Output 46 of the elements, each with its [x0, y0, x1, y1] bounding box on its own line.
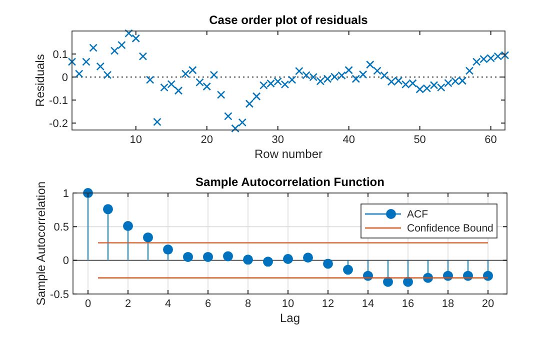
x-axis-title: Row number	[254, 147, 323, 161]
y-tick-label: 0.1	[52, 48, 68, 61]
x-axis-title: Lag	[280, 311, 300, 325]
point	[203, 252, 213, 262]
point	[123, 220, 133, 231]
legend-label: Confidence Bound	[407, 222, 494, 235]
x-tick-label: 60	[484, 134, 497, 146]
point	[323, 258, 333, 269]
y-tick-label: -0.5	[50, 288, 69, 301]
y-tick-label: 0.5	[54, 222, 69, 234]
point	[143, 232, 153, 242]
point	[223, 251, 233, 262]
y-tick-label: 0	[62, 72, 68, 84]
point	[183, 252, 193, 262]
x-tick-label: 4	[164, 298, 172, 310]
x-tick-label: 2	[124, 298, 132, 310]
chart-title: Sample Autocorrelation Function	[196, 175, 384, 189]
x-tick-label: 20	[482, 298, 494, 310]
y-axis-title: Residuals	[33, 54, 47, 107]
point	[283, 254, 293, 264]
y-tick-label: 1	[62, 188, 69, 200]
point	[303, 252, 313, 263]
x-tick-label: 16	[402, 298, 414, 310]
x-tick-label: 50	[414, 134, 426, 146]
x-tick-label: 10	[282, 298, 294, 310]
x-tick-label: 8	[244, 298, 252, 310]
x-tick-label: 0	[84, 298, 92, 310]
y-tick-label: -0.2	[49, 118, 68, 130]
y-axis-title: Sample Autocorrelation	[34, 181, 48, 306]
x-tick-label: 14	[362, 298, 374, 310]
x-tick-label: 12	[322, 298, 334, 310]
chart-title: Case order plot of residuals	[209, 13, 368, 27]
point	[163, 244, 173, 255]
x-tick-label: 20	[200, 134, 213, 146]
point	[243, 254, 253, 265]
x-tick-label: 18	[442, 298, 454, 310]
x-tick-label: 30	[272, 134, 284, 146]
legend-label: ACF	[407, 208, 428, 221]
x-tick-label: 40	[342, 134, 355, 146]
y-tick-label: -0.1	[49, 94, 68, 107]
point	[263, 256, 273, 267]
y-tick-label: 0	[62, 255, 69, 268]
point	[103, 204, 113, 214]
point	[343, 264, 353, 275]
x-tick-label: 10	[130, 134, 142, 146]
x-tick-label: 6	[204, 298, 212, 310]
